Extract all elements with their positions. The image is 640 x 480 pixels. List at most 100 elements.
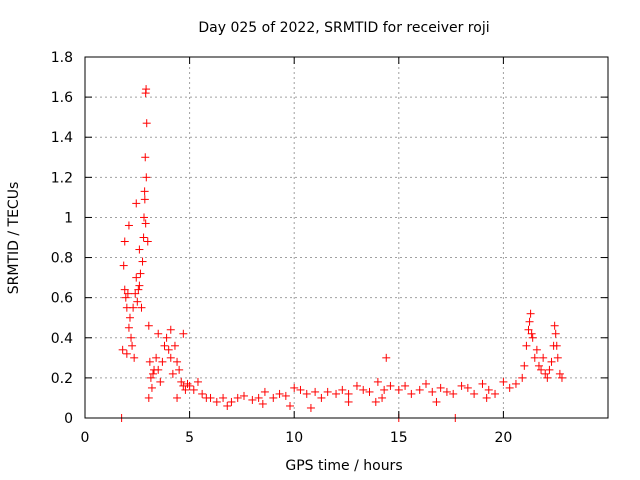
data-point — [528, 333, 537, 342]
data-point — [306, 403, 315, 412]
data-point — [543, 373, 552, 382]
data-point — [290, 383, 299, 392]
data-point — [227, 397, 236, 406]
data-point — [552, 341, 561, 350]
data-point — [140, 195, 149, 204]
data-point — [139, 213, 148, 222]
data-point — [177, 377, 186, 386]
data-point — [142, 85, 151, 94]
data-point — [223, 401, 232, 410]
data-point — [142, 173, 151, 182]
data-point — [146, 373, 155, 382]
data-point — [359, 385, 368, 394]
data-point — [527, 329, 536, 338]
data-point — [545, 365, 554, 374]
data-point — [505, 383, 514, 392]
data-point — [144, 393, 153, 402]
data-point — [133, 297, 142, 306]
data-point — [139, 233, 148, 242]
data-point — [130, 353, 139, 362]
data-point — [463, 383, 472, 392]
data-point — [428, 387, 437, 396]
data-point — [127, 333, 136, 342]
data-point — [484, 385, 493, 394]
x-tick-label: 0 — [81, 430, 90, 446]
data-point — [332, 389, 341, 398]
data-point — [258, 399, 267, 408]
y-tick-label: 0.4 — [51, 331, 73, 347]
y-tick-label: 1.2 — [51, 170, 73, 186]
data-point — [162, 333, 171, 342]
data-point — [401, 381, 410, 390]
data-point — [198, 389, 207, 398]
data-point — [442, 387, 451, 396]
data-point — [158, 357, 167, 366]
data-point — [124, 323, 133, 332]
data-point — [164, 345, 173, 354]
data-point — [137, 303, 146, 312]
data-point — [482, 393, 491, 402]
y-tick-label: 0 — [64, 411, 73, 427]
data-point — [121, 293, 130, 302]
data-point — [478, 379, 487, 388]
data-point — [436, 383, 445, 392]
x-tick-label: 10 — [285, 430, 303, 446]
data-point — [518, 373, 527, 382]
x-tick-labels: 0 5 10 15 20 — [81, 430, 513, 446]
data-point — [470, 389, 479, 398]
data-point — [394, 385, 403, 394]
y-tick-label: 1.6 — [51, 90, 73, 106]
data-point — [380, 385, 389, 394]
data-point — [532, 345, 541, 354]
data-point — [386, 381, 395, 390]
data-point — [449, 389, 458, 398]
data-point — [520, 361, 529, 370]
data-point — [541, 369, 550, 378]
plot-frame — [84, 56, 609, 419]
data-point — [530, 353, 539, 362]
data-point — [168, 369, 177, 378]
data-point — [166, 353, 175, 362]
data-point — [555, 369, 564, 378]
data-points — [117, 85, 566, 422]
data-point — [212, 397, 221, 406]
data-point — [378, 393, 387, 402]
data-point — [135, 245, 144, 254]
x-axis-title: GPS time / hours — [285, 458, 402, 474]
data-point — [323, 387, 332, 396]
data-point — [185, 381, 194, 390]
data-point — [275, 389, 284, 398]
data-point — [131, 289, 140, 298]
data-point — [132, 199, 141, 208]
data-point — [189, 385, 198, 394]
data-point — [365, 387, 374, 396]
data-point — [142, 119, 151, 128]
y-tick-label: 0.6 — [51, 291, 73, 307]
data-point — [525, 317, 534, 326]
data-point — [166, 325, 175, 334]
data-point — [154, 329, 163, 338]
data-point — [344, 397, 353, 406]
data-point — [160, 341, 169, 350]
data-point — [120, 237, 129, 246]
data-point — [136, 269, 145, 278]
data-point — [118, 345, 127, 354]
data-point — [135, 281, 144, 290]
data-point — [281, 391, 290, 400]
data-point — [557, 373, 566, 382]
data-point — [415, 385, 424, 394]
y-axis-title: SRMTID / TECUs — [6, 182, 22, 295]
data-point — [511, 379, 520, 388]
data-point — [128, 341, 137, 350]
data-point — [254, 393, 263, 402]
grid — [85, 57, 608, 418]
data-point — [122, 349, 131, 358]
data-point — [421, 379, 430, 388]
data-point — [147, 383, 156, 392]
data-point — [371, 397, 380, 406]
data-point — [206, 393, 215, 402]
data-point — [156, 377, 165, 386]
data-point — [181, 385, 190, 394]
axis-ticks — [84, 56, 608, 419]
